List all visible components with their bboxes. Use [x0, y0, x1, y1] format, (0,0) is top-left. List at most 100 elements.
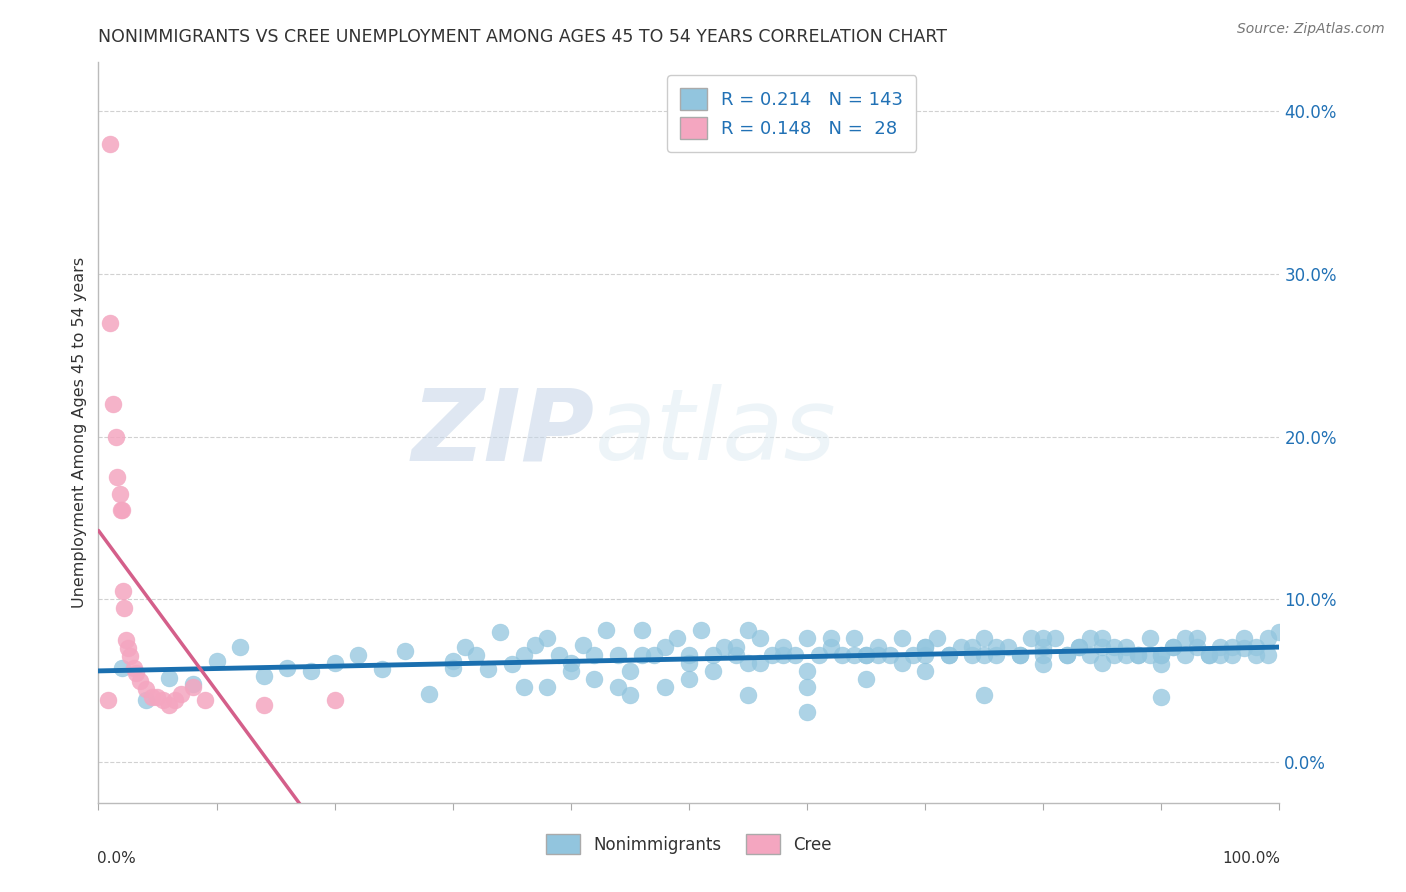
Point: [489, 624, 512, 639]
Point: [796, 680, 818, 694]
Point: [1161, 640, 1184, 654]
Point: [678, 672, 700, 686]
Point: [737, 656, 759, 670]
Point: [630, 624, 652, 638]
Point: [1150, 657, 1173, 672]
Point: [984, 648, 1007, 662]
Point: [1080, 648, 1102, 662]
Point: [914, 640, 936, 654]
Point: [619, 664, 641, 678]
Point: [112, 584, 135, 599]
Point: [583, 648, 606, 662]
Point: [299, 664, 322, 678]
Point: [914, 664, 936, 678]
Point: [737, 624, 759, 638]
Point: [135, 681, 157, 696]
Point: [1209, 640, 1232, 654]
Text: atlas: atlas: [595, 384, 837, 481]
Text: 0.0%: 0.0%: [97, 851, 136, 866]
Legend: Nonimmigrants, Cree: Nonimmigrants, Cree: [540, 828, 838, 861]
Point: [152, 693, 174, 707]
Point: [725, 648, 748, 662]
Point: [949, 640, 972, 654]
Point: [112, 600, 135, 615]
Point: [98, 316, 121, 330]
Point: [170, 687, 193, 701]
Point: [110, 503, 132, 517]
Point: [890, 656, 912, 670]
Point: [1150, 648, 1173, 662]
Point: [524, 638, 547, 652]
Point: [105, 430, 128, 444]
Point: [1126, 648, 1149, 662]
Point: [855, 648, 877, 662]
Point: [418, 687, 440, 701]
Point: [713, 640, 735, 654]
Point: [796, 632, 818, 646]
Point: [146, 690, 169, 704]
Point: [135, 693, 157, 707]
Point: [571, 638, 593, 652]
Point: [1139, 648, 1161, 662]
Point: [111, 503, 134, 517]
Point: [1056, 648, 1078, 662]
Point: [253, 698, 276, 713]
Point: [125, 665, 148, 680]
Point: [619, 689, 641, 703]
Point: [441, 654, 464, 668]
Point: [1233, 632, 1256, 646]
Point: [820, 640, 842, 654]
Point: [630, 648, 652, 662]
Point: [702, 648, 724, 662]
Point: [1150, 690, 1173, 704]
Point: [105, 470, 128, 484]
Point: [1102, 648, 1125, 662]
Point: [1150, 648, 1173, 662]
Point: [114, 633, 136, 648]
Point: [702, 664, 724, 678]
Point: [1091, 632, 1114, 646]
Point: [1257, 648, 1279, 662]
Point: [761, 648, 783, 662]
Point: [441, 661, 464, 675]
Point: [583, 672, 606, 686]
Point: [229, 640, 252, 654]
Point: [855, 648, 877, 662]
Point: [117, 641, 139, 656]
Point: [181, 677, 204, 691]
Point: [914, 640, 936, 654]
Point: [689, 624, 711, 638]
Point: [1198, 648, 1220, 662]
Point: [654, 640, 676, 654]
Point: [120, 649, 142, 664]
Point: [536, 632, 558, 646]
Point: [962, 640, 984, 654]
Point: [1102, 640, 1125, 654]
Point: [157, 671, 180, 685]
Point: [1185, 632, 1208, 646]
Text: Source: ZipAtlas.com: Source: ZipAtlas.com: [1237, 22, 1385, 37]
Point: [796, 705, 818, 719]
Point: [560, 656, 582, 670]
Point: [1174, 632, 1197, 646]
Point: [1067, 640, 1090, 654]
Point: [98, 136, 121, 151]
Point: [512, 680, 534, 694]
Point: [323, 656, 346, 670]
Point: [205, 654, 228, 668]
Point: [181, 680, 204, 694]
Point: [323, 693, 346, 707]
Point: [890, 632, 912, 646]
Point: [276, 661, 298, 675]
Point: [1139, 632, 1161, 646]
Point: [141, 690, 163, 704]
Point: [465, 648, 488, 662]
Point: [903, 648, 925, 662]
Point: [879, 648, 901, 662]
Point: [1032, 640, 1054, 654]
Point: [595, 624, 617, 638]
Text: NONIMMIGRANTS VS CREE UNEMPLOYMENT AMONG AGES 45 TO 54 YEARS CORRELATION CHART: NONIMMIGRANTS VS CREE UNEMPLOYMENT AMONG…: [98, 28, 948, 45]
Point: [1043, 632, 1066, 646]
Point: [984, 640, 1007, 654]
Point: [111, 661, 134, 675]
